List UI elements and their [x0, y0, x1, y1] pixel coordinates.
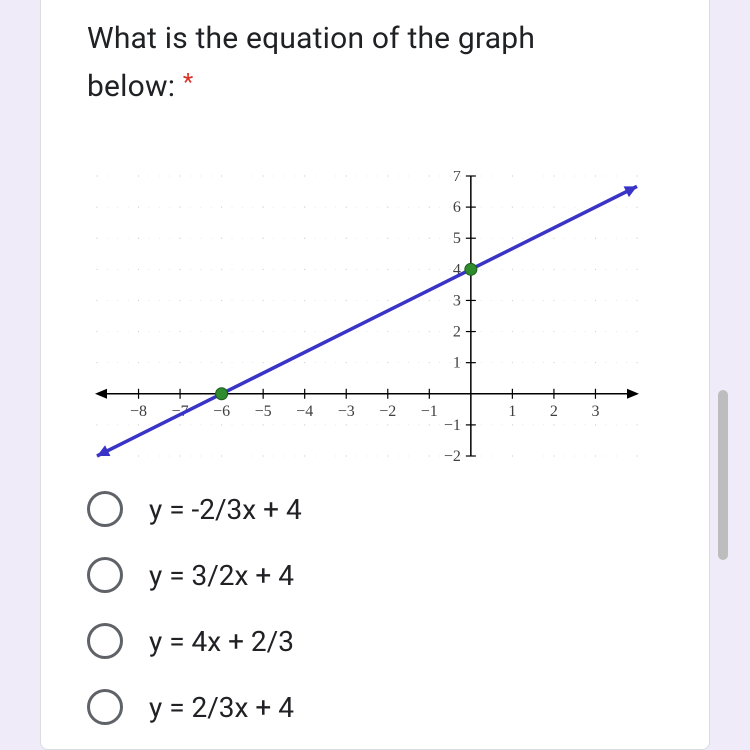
option-label: y = 2/3x + 4 [149, 691, 294, 724]
option-label: y = 3/2x + 4 [149, 559, 294, 592]
option-label: y = -2/3x + 4 [149, 493, 302, 526]
svg-text:−8: −8 [130, 403, 147, 420]
svg-text:1: 1 [453, 355, 461, 372]
svg-text:2: 2 [550, 403, 558, 420]
radio-icon[interactable] [87, 623, 123, 659]
scrollbar-thumb[interactable] [718, 390, 728, 560]
option-4[interactable]: y = 2/3x + 4 [87, 689, 663, 725]
radio-icon[interactable] [87, 689, 123, 725]
radio-icon[interactable] [87, 491, 123, 527]
graph-image: −8−7−6−5−4−3−2−1123−2−11234567 [87, 171, 647, 461]
svg-text:−1: −1 [444, 417, 461, 434]
question-text-line1: What is the equation of the graph [87, 21, 535, 56]
svg-text:3: 3 [453, 292, 461, 309]
svg-text:−4: −4 [296, 403, 313, 420]
radio-icon[interactable] [87, 557, 123, 593]
option-label: y = 4x + 2/3 [149, 625, 294, 658]
svg-text:6: 6 [453, 199, 461, 216]
svg-text:−5: −5 [255, 403, 272, 420]
option-2[interactable]: y = 3/2x + 4 [87, 557, 663, 593]
question-text-line2: below: [87, 69, 175, 104]
question-title: What is the equation of the graph below:… [87, 15, 663, 111]
answer-options: y = -2/3x + 4 y = 3/2x + 4 y = 4x + 2/3 … [87, 491, 663, 725]
svg-text:7: 7 [453, 171, 461, 185]
svg-text:−3: −3 [338, 403, 355, 420]
svg-text:−6: −6 [213, 403, 230, 420]
svg-text:−2: −2 [379, 403, 396, 420]
question-card: What is the equation of the graph below:… [40, 0, 710, 750]
line-graph: −8−7−6−5−4−3−2−1123−2−11234567 [87, 171, 647, 461]
option-1[interactable]: y = -2/3x + 4 [87, 491, 663, 527]
required-asterisk: * [183, 68, 194, 96]
option-3[interactable]: y = 4x + 2/3 [87, 623, 663, 659]
svg-text:−2: −2 [444, 448, 461, 461]
svg-text:2: 2 [453, 324, 461, 341]
svg-text:−1: −1 [421, 403, 438, 420]
svg-text:3: 3 [591, 403, 599, 420]
svg-text:1: 1 [508, 403, 516, 420]
svg-text:5: 5 [453, 230, 461, 247]
